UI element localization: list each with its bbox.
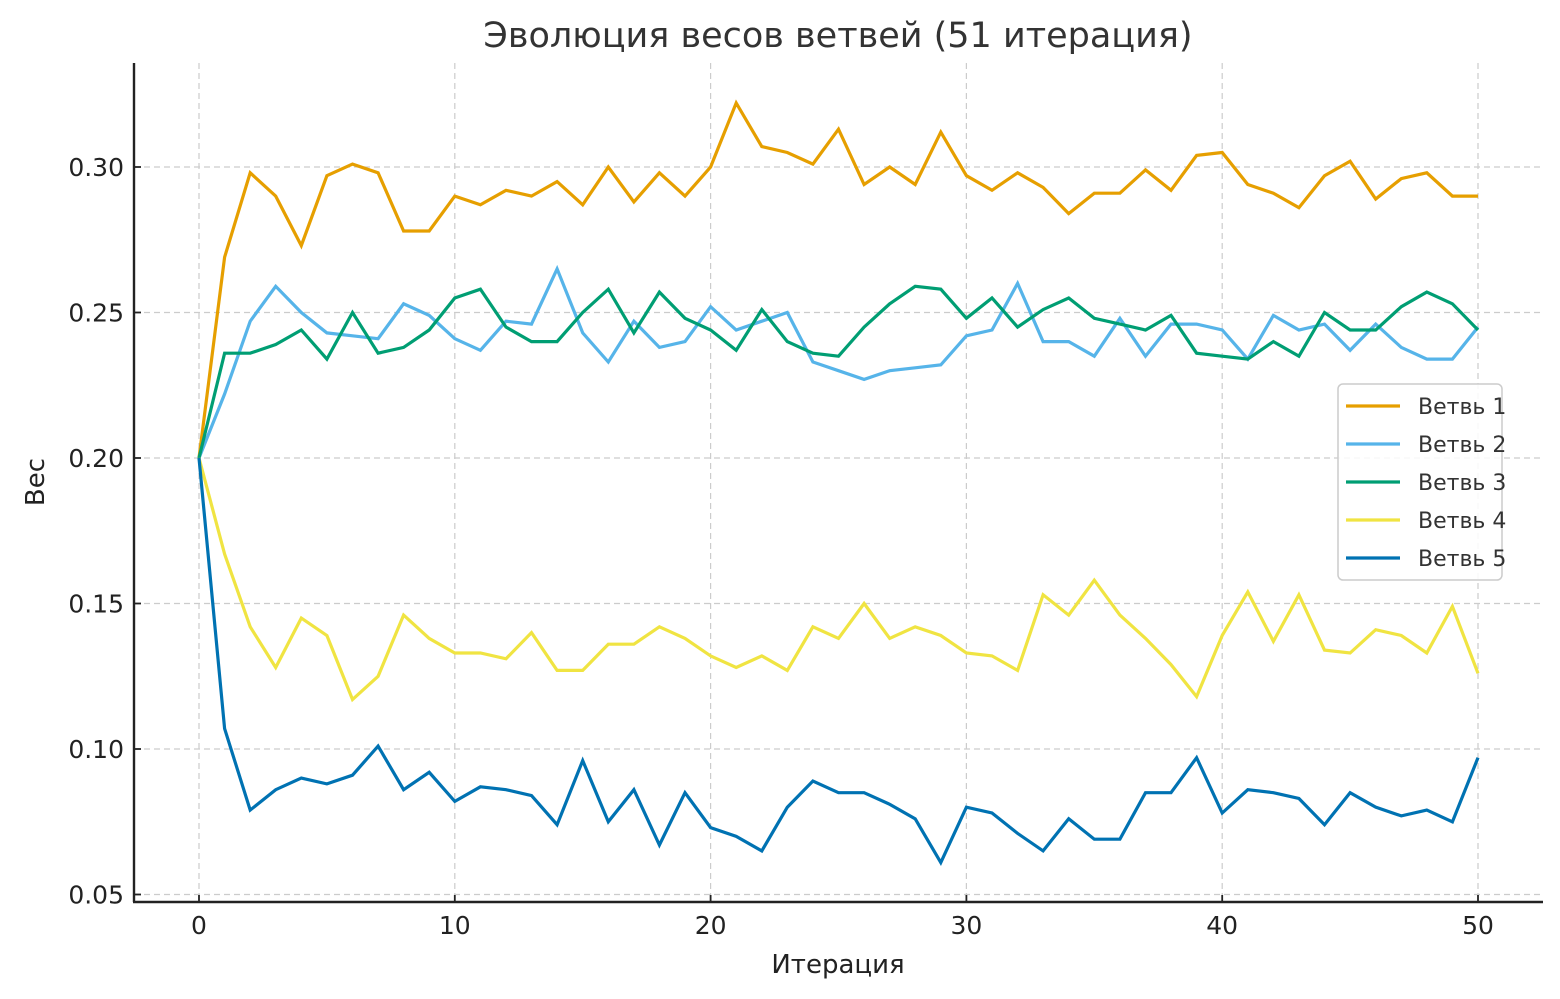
y-tick-label: 0.10 <box>68 735 124 764</box>
y-tick-label: 0.30 <box>68 153 124 182</box>
legend: Ветвь 1 Ветвь 2 Ветвь 3 Ветвь 4 Ветвь 5 <box>1337 383 1506 581</box>
legend-box <box>1337 383 1503 581</box>
legend-label-1: Ветвь 1 <box>1418 395 1506 420</box>
series-line-1 <box>197 99 1478 459</box>
chart-title: Эволюция весов ветвей (51 итерация) <box>483 16 1192 56</box>
y-tick-label: 0.05 <box>68 881 124 910</box>
series-line-4 <box>197 457 1480 703</box>
x-tick-label: 20 <box>695 911 727 940</box>
y-tick-label: 0.15 <box>68 590 124 619</box>
y-axis-ticks: 0.05 0.10 0.15 0.20 0.25 0.30 <box>68 153 141 910</box>
legend-label-2: Ветвь 2 <box>1418 433 1506 458</box>
y-axis-label: Вес <box>21 458 51 506</box>
x-tick-label: 50 <box>1462 911 1494 940</box>
series-line-3 <box>197 284 1480 459</box>
legend-label-4: Ветвь 4 <box>1418 509 1506 534</box>
y-tick-label: 0.20 <box>68 444 124 473</box>
legend-label-5: Ветвь 5 <box>1418 547 1506 572</box>
x-axis-label: Итерация <box>771 950 904 980</box>
x-tick-label: 40 <box>1206 911 1238 940</box>
series-line-5 <box>197 457 1480 866</box>
series-lines <box>197 99 1480 866</box>
x-tick-label: 10 <box>439 911 471 940</box>
series-line-2 <box>197 264 1480 459</box>
x-tick-label: 0 <box>191 911 207 940</box>
x-tick-label: 30 <box>950 911 982 940</box>
grid-lines <box>134 63 1543 902</box>
y-tick-label: 0.25 <box>68 299 124 328</box>
axes <box>132 63 1543 904</box>
legend-label-3: Ветвь 3 <box>1418 471 1506 496</box>
x-axis-ticks: 0 10 20 30 40 50 <box>191 895 1494 940</box>
